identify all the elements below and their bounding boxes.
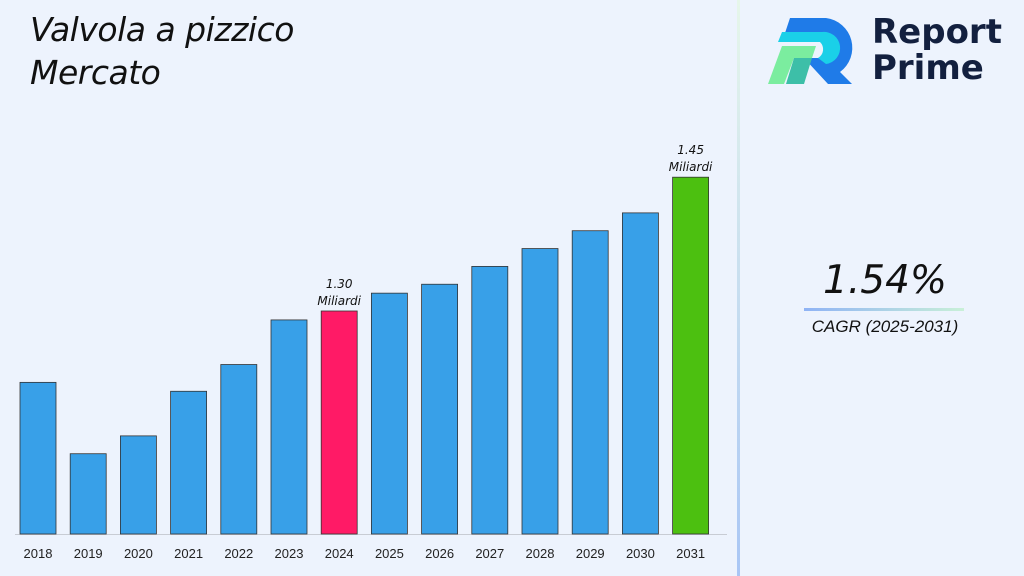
bar-2018 <box>19 381 57 535</box>
bar-2025 <box>370 292 408 535</box>
x-tick-label-2031: 2031 <box>676 546 705 561</box>
data-label-unit-2024: Miliardi <box>317 294 361 308</box>
bar-2026 <box>421 283 459 535</box>
logo-line-1: Report <box>872 12 1002 52</box>
logo-text: Report Prime <box>872 14 1002 86</box>
cagr-label: CAGR (2025-2031) <box>811 317 959 336</box>
x-tick-label-2018: 2018 <box>24 546 53 561</box>
bar-2024 <box>320 310 358 535</box>
x-tick-label-2026: 2026 <box>425 546 454 561</box>
chart-title: Valvola a pizzico Mercato <box>30 8 294 94</box>
x-tick-label-2022: 2022 <box>224 546 253 561</box>
x-tick-label-2029: 2029 <box>576 546 605 561</box>
bar-2031 <box>672 176 709 535</box>
logo-line-2: Prime <box>872 48 984 88</box>
x-tick-label-2021: 2021 <box>174 546 203 561</box>
data-label-value-2031: 1.45 <box>677 143 704 157</box>
bar-2022 <box>220 364 258 535</box>
x-tick-label-2020: 2020 <box>124 546 153 561</box>
bar-2030 <box>622 212 659 535</box>
data-label-value-2024: 1.30 <box>326 277 353 291</box>
bar-2029 <box>571 230 609 535</box>
x-tick-label-2030: 2030 <box>626 546 655 561</box>
bar-chart: 2018 2019 2020 2021 2022 2023 2024 1.30 Miliardi… <box>15 143 727 561</box>
cagr-value: 1.54% <box>823 258 947 303</box>
x-tick-label-2025: 2025 <box>375 546 404 561</box>
bar-2019 <box>69 453 107 535</box>
bar-2028 <box>521 248 559 535</box>
bar-2020 <box>120 435 157 535</box>
title-line-2: Mercato <box>30 53 161 92</box>
data-label-unit-2031: Miliardi <box>669 160 713 174</box>
bar-2023 <box>270 319 308 535</box>
x-tick-label-2027: 2027 <box>475 546 504 561</box>
x-tick-label-2024: 2024 <box>325 546 354 561</box>
title-line-1: Valvola a pizzico <box>30 10 294 49</box>
divider <box>737 0 740 576</box>
bar-2021 <box>170 390 208 535</box>
bar-2027 <box>471 265 509 535</box>
x-tick-label-2019: 2019 <box>74 546 103 561</box>
x-tick-label-2023: 2023 <box>275 546 304 561</box>
x-tick-label-2028: 2028 <box>526 546 555 561</box>
cagr-underline <box>804 308 964 311</box>
report-prime-logo-icon <box>768 18 853 84</box>
